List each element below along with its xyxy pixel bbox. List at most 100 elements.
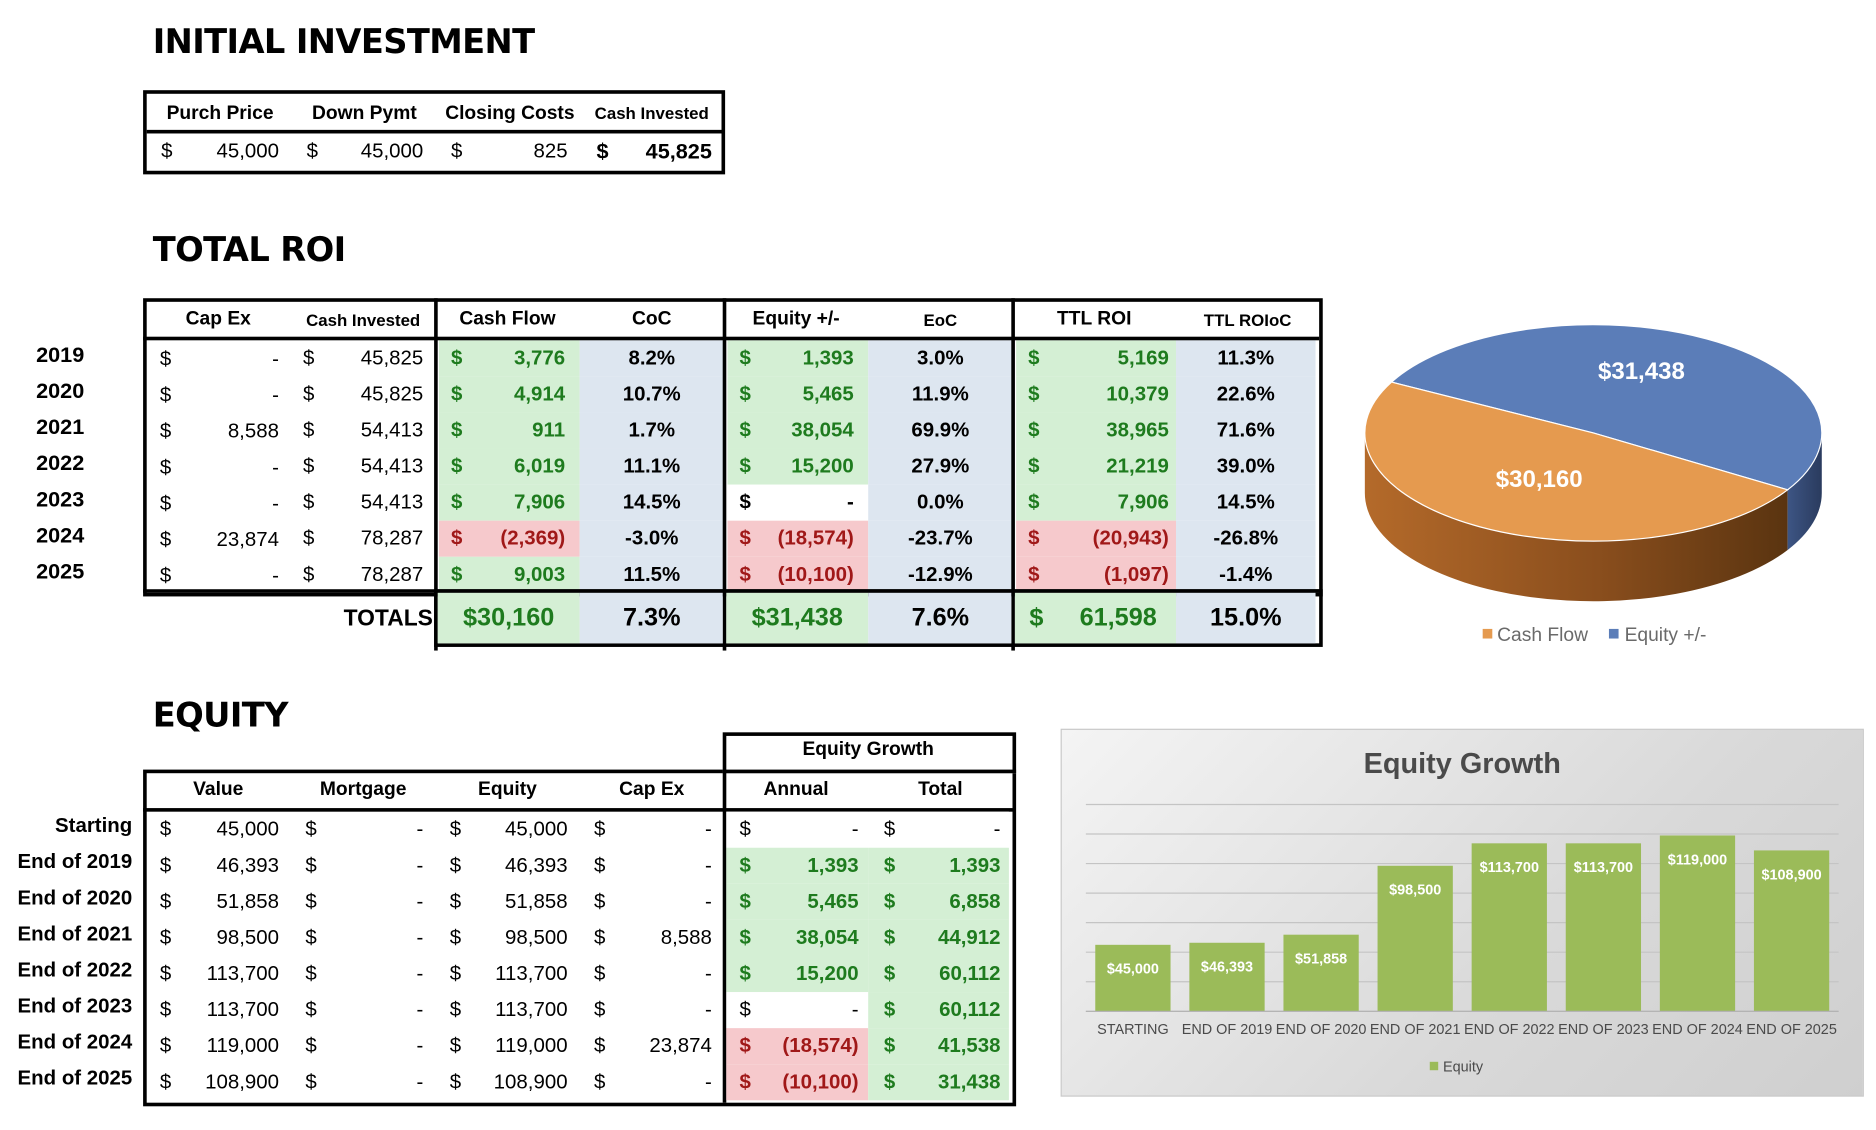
cap-ex-value: 23,874 <box>216 527 279 551</box>
eoc-value: 0.0% <box>868 484 1013 521</box>
currency-symbol: $ <box>161 139 173 163</box>
value-header: Value <box>193 779 244 800</box>
year-label: 2019 <box>36 342 85 367</box>
annual-value: 38,054 <box>796 925 859 949</box>
totals-eoc-bg <box>868 592 1012 644</box>
currency-symbol: $ <box>305 853 317 877</box>
legend-swatch-equity <box>1608 628 1619 639</box>
totals-equity-change: $31,438 <box>751 603 843 632</box>
cash-invested-value: 45,825 <box>645 139 712 164</box>
totals-eq-bg <box>726 592 869 644</box>
ttl-roioc-value: 22.6% <box>1176 376 1316 413</box>
coc-value: 14.5% <box>579 484 724 521</box>
equity-change-bg <box>727 520 869 557</box>
annual-bg <box>726 992 869 1029</box>
total-bg <box>868 955 1009 993</box>
ttl-roioc-value: -26.8% <box>1176 520 1316 557</box>
equity-header-divider <box>143 808 1013 812</box>
x-tick-label: END OF 2020 <box>1276 1022 1367 1038</box>
bar-data-label: $98,500 <box>1389 883 1441 899</box>
total-value: 31,438 <box>937 1070 1001 1094</box>
total-value: 60,112 <box>939 962 1001 985</box>
mortgage-value: - <box>416 962 424 985</box>
cash-invested-value: 78,287 <box>360 526 424 550</box>
equity-value: 108,900 <box>493 1070 568 1094</box>
currency-symbol: $ <box>594 962 606 985</box>
currency-symbol: $ <box>303 562 315 586</box>
equity-value: 119,000 <box>495 1034 568 1057</box>
currency-symbol: $ <box>739 562 751 586</box>
total-value: - <box>993 817 1001 841</box>
currency-symbol: $ <box>739 418 751 442</box>
currency-symbol: $ <box>159 853 172 877</box>
total-bg <box>868 883 1009 920</box>
coc-value: 11.1% <box>579 448 724 485</box>
legend-swatch-cash-flow <box>1482 628 1493 639</box>
currency-symbol: $ <box>1029 603 1044 632</box>
equity-bar <box>1189 942 1265 1012</box>
ttl-roi-value: 38,965 <box>1106 418 1169 442</box>
ttl-roi-value: 21,219 <box>1106 454 1169 478</box>
legend-label-cash-flow: Cash Flow <box>1497 625 1588 646</box>
currency-symbol: $ <box>159 962 172 985</box>
currency-symbol: $ <box>159 491 172 515</box>
purch-price-value: 45,000 <box>216 139 279 163</box>
currency-symbol: $ <box>883 962 896 985</box>
mortgage-value: - <box>416 817 424 841</box>
totals-ttlo-bg <box>1176 592 1316 644</box>
cash-flow-value: (2,369) <box>500 526 566 550</box>
currency-symbol: $ <box>739 346 751 370</box>
totals-frame <box>434 589 1323 647</box>
annual-bg <box>726 811 869 848</box>
currency-symbol: $ <box>450 418 463 442</box>
currency-symbol: $ <box>739 853 751 877</box>
currency-symbol: $ <box>449 1070 462 1094</box>
equity-value: 113,700 <box>495 998 568 1021</box>
currency-symbol: $ <box>1028 418 1040 442</box>
total-value: 44,912 <box>937 925 1001 949</box>
currency-symbol: $ <box>303 382 315 406</box>
capex-value: - <box>705 853 712 877</box>
currency-symbol: $ <box>305 962 317 985</box>
currency-symbol: $ <box>159 889 172 913</box>
currency-symbol: $ <box>594 1070 606 1094</box>
currency-symbol: $ <box>883 853 896 877</box>
coc-header: CoC <box>631 309 672 330</box>
currency-symbol: $ <box>883 1070 896 1094</box>
initial-investment-title: INITIAL INVESTMENT <box>152 21 535 62</box>
year-label: 2023 <box>36 487 85 512</box>
closing-costs-value: 825 <box>533 139 568 163</box>
x-tick-label: END OF 2019 <box>1182 1022 1273 1038</box>
cash-invested-value: 54,413 <box>360 490 424 514</box>
ttl-roi-header: TTL ROI <box>1057 309 1132 330</box>
equity-row-label: End of 2021 <box>17 922 133 946</box>
pie-label-cash-flow: $30,160 <box>1496 466 1583 493</box>
total-roi-title: TOTAL ROI <box>152 229 346 270</box>
annual-value: 5,465 <box>807 889 859 913</box>
down-pymt-header: Down Pymt <box>311 103 417 124</box>
currency-symbol: $ <box>449 817 462 841</box>
currency-symbol: $ <box>449 998 462 1021</box>
ttl-roi-bg <box>1016 448 1177 485</box>
equity-row-label: End of 2023 <box>17 994 133 1018</box>
x-tick-label: END OF 2021 <box>1370 1022 1461 1038</box>
cash-flow-bg <box>438 448 580 485</box>
cash-invested-value: 45,825 <box>360 346 424 370</box>
equity-change-bg <box>727 556 869 593</box>
currency-symbol: $ <box>449 925 462 949</box>
year-label: 2025 <box>36 559 85 584</box>
ttl-roi-bg <box>1016 520 1177 557</box>
currency-symbol: $ <box>159 998 172 1021</box>
equity-change-value: 5,465 <box>802 382 854 406</box>
total-value: 41,538 <box>937 1034 1001 1057</box>
mortgage-value: - <box>416 853 424 877</box>
ttl-roi-value: (20,943) <box>1092 526 1169 550</box>
ttl-roi-bg <box>1016 340 1177 377</box>
currency-symbol: $ <box>303 346 315 370</box>
equity-row-label: End of 2025 <box>17 1066 133 1090</box>
value-value: 119,000 <box>206 1034 279 1057</box>
currency-symbol: $ <box>739 998 751 1021</box>
totals-eoc: 7.6% <box>911 603 970 632</box>
cash-flow-bg <box>438 520 580 557</box>
currency-symbol: $ <box>883 998 896 1021</box>
